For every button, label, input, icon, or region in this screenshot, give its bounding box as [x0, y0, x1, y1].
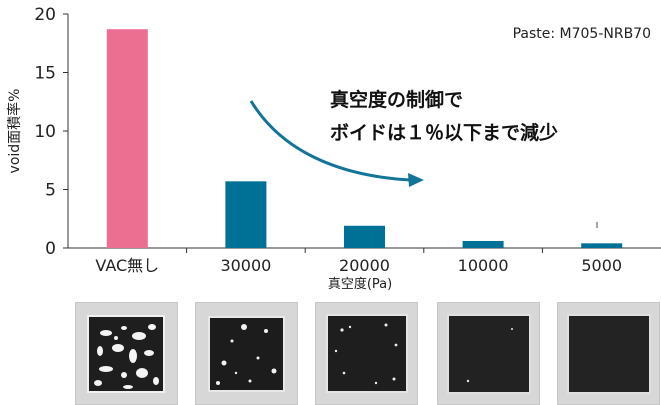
- bar-5000: [581, 243, 623, 248]
- void-rate-chart: 0 5 10 15 20 VAC無し 30000 20000 10000 5000 void面積…: [6, 5, 661, 292]
- bar-10000: [462, 240, 504, 248]
- x-tick-label: VAC無し: [95, 256, 159, 275]
- y-tick-label: 10: [34, 122, 56, 142]
- paste-label: Paste: M705-NRB70: [513, 26, 651, 42]
- x-tick-label: 5000: [581, 256, 622, 275]
- xray-20000: [315, 302, 418, 405]
- x-axis-label: 真空度(Pa): [328, 276, 392, 292]
- bar-vac-none: [106, 29, 148, 249]
- xray-5000: [557, 302, 660, 405]
- y-tick-label: 20: [34, 5, 56, 25]
- y-tick-label: 0: [45, 239, 56, 259]
- trend-arrow-head: [408, 173, 424, 187]
- xray-10000: [437, 302, 540, 405]
- annotation-line1: 真空度の制御で: [330, 88, 463, 111]
- y-axis-label: void面積率%: [6, 89, 23, 174]
- bar-30000: [225, 181, 267, 248]
- y-tick-label: 15: [34, 64, 56, 84]
- x-tick-label: 30000: [220, 256, 271, 275]
- x-tick-label: 10000: [458, 256, 509, 275]
- trend-arrow: [249, 100, 411, 182]
- xray-vac-none: [75, 302, 178, 405]
- x-ticks: VAC無し 30000 20000 10000 5000: [95, 248, 622, 275]
- x-tick-label: 20000: [339, 256, 390, 275]
- bars: [106, 29, 623, 249]
- y-ticks: 0 5 10 15 20: [34, 5, 68, 259]
- bar-20000: [344, 225, 385, 248]
- annotation-line2: ボイドは１％以下まで減少: [330, 121, 558, 144]
- y-tick-label: 5: [45, 181, 56, 201]
- xray-30000: [195, 302, 298, 405]
